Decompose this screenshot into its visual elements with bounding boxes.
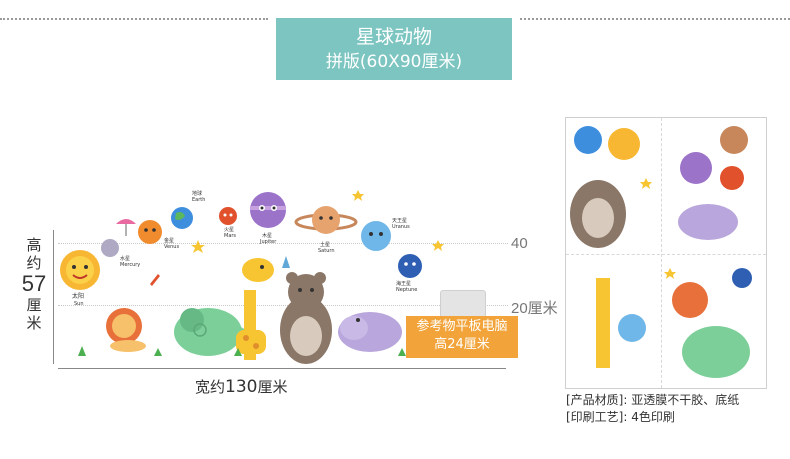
width-prefix: 宽约 <box>195 378 226 396</box>
earth-cn-label: 地球 <box>192 190 202 197</box>
sticker-sheet-preview <box>565 117 767 389</box>
mars-label: Mars <box>224 233 236 239</box>
sheet-uranus-icon <box>618 314 646 342</box>
guide-line-40 <box>58 243 508 244</box>
sheet-earth-icon <box>574 126 602 154</box>
width-unit: 厘米 <box>257 378 288 396</box>
mercury-icon <box>101 239 119 257</box>
reference-line2: 高24厘米 <box>434 337 490 352</box>
saturn-label: Saturn <box>318 248 335 254</box>
sun-cn-label: 太阳 <box>72 292 84 300</box>
sheet-giraffe-icon <box>596 278 610 368</box>
sheet-sun-icon <box>608 128 640 160</box>
mark-20: 20厘米 <box>511 300 558 317</box>
width-label: 宽约130厘米 <box>195 376 287 397</box>
rocket-icon <box>282 256 290 268</box>
mercury-cn-label: 水星 <box>120 255 130 262</box>
venus-cn-label: 金星 <box>164 237 174 244</box>
banner-title: 星球动物 <box>355 26 432 48</box>
width-value: 130 <box>225 377 258 397</box>
star-icon <box>352 190 364 201</box>
star-icon <box>432 240 444 251</box>
spec-printing: [印刷工艺]: 4色印刷 <box>566 410 675 424</box>
sheet-elephant-icon <box>682 326 750 378</box>
top-dotted-rule-left <box>0 18 268 20</box>
reference-label: 参考物平板电脑 高24厘米 <box>406 316 518 358</box>
saturn-cn-label: 土星 <box>320 241 330 248</box>
width-dimension-line <box>58 368 506 369</box>
jupiter-cn-label: 木星 <box>262 232 272 239</box>
uranus-label: Uranus <box>392 224 410 230</box>
sheet-neptune-icon <box>732 268 752 288</box>
neptune-cn-label: 海王星 <box>396 280 411 287</box>
earth-label: Earth <box>192 197 205 203</box>
height-value: 57 <box>21 271 47 296</box>
venus-label: Venus <box>164 244 179 250</box>
spec-material: [产品材质]: 亚透膜不干胶、底纸 <box>566 393 740 407</box>
guide-line-20 <box>58 305 508 306</box>
sun-label: Sun <box>74 301 84 307</box>
star-icon <box>191 240 205 253</box>
height-prefix: 高约 <box>26 236 42 272</box>
mercury-label: Mercury <box>120 262 140 268</box>
venus-icon <box>138 220 162 244</box>
jupiter-label: Jupiter <box>259 239 277 245</box>
top-dotted-rule-right <box>520 18 790 20</box>
neptune-label: Neptune <box>396 287 417 293</box>
height-dimension-line <box>53 230 54 364</box>
rocket-icon <box>150 274 160 286</box>
neptune-icon <box>398 254 422 278</box>
mars-cn-label: 火星 <box>224 227 234 233</box>
sheet-mars-icon <box>720 166 744 190</box>
sheet-saturn-icon <box>720 126 748 154</box>
banner-subtitle: 拼版(60X90厘米) <box>325 52 463 72</box>
sheet-hippo-icon <box>678 204 738 240</box>
mars-icon <box>219 207 237 225</box>
height-label: 高约 57 厘米 <box>20 236 48 332</box>
height-unit: 厘米 <box>26 296 42 332</box>
uranus-icon <box>361 221 391 251</box>
title-banner: 星球动物 拼版(60X90厘米) <box>276 18 512 80</box>
umbrella-icon <box>116 219 136 224</box>
mark-40: 40 <box>511 235 528 252</box>
sheet-lion-icon <box>672 282 708 318</box>
saturn-icon <box>312 206 340 234</box>
reference-line1: 参考物平板电脑 <box>416 319 508 334</box>
mural-illustration: 太阳 Sun 水星 Mercury 金星 Venus 地球 Earth 火星 M… <box>60 190 444 364</box>
sheet-jupiter-icon <box>680 152 712 184</box>
uranus-cn-label: 天王星 <box>392 218 407 224</box>
